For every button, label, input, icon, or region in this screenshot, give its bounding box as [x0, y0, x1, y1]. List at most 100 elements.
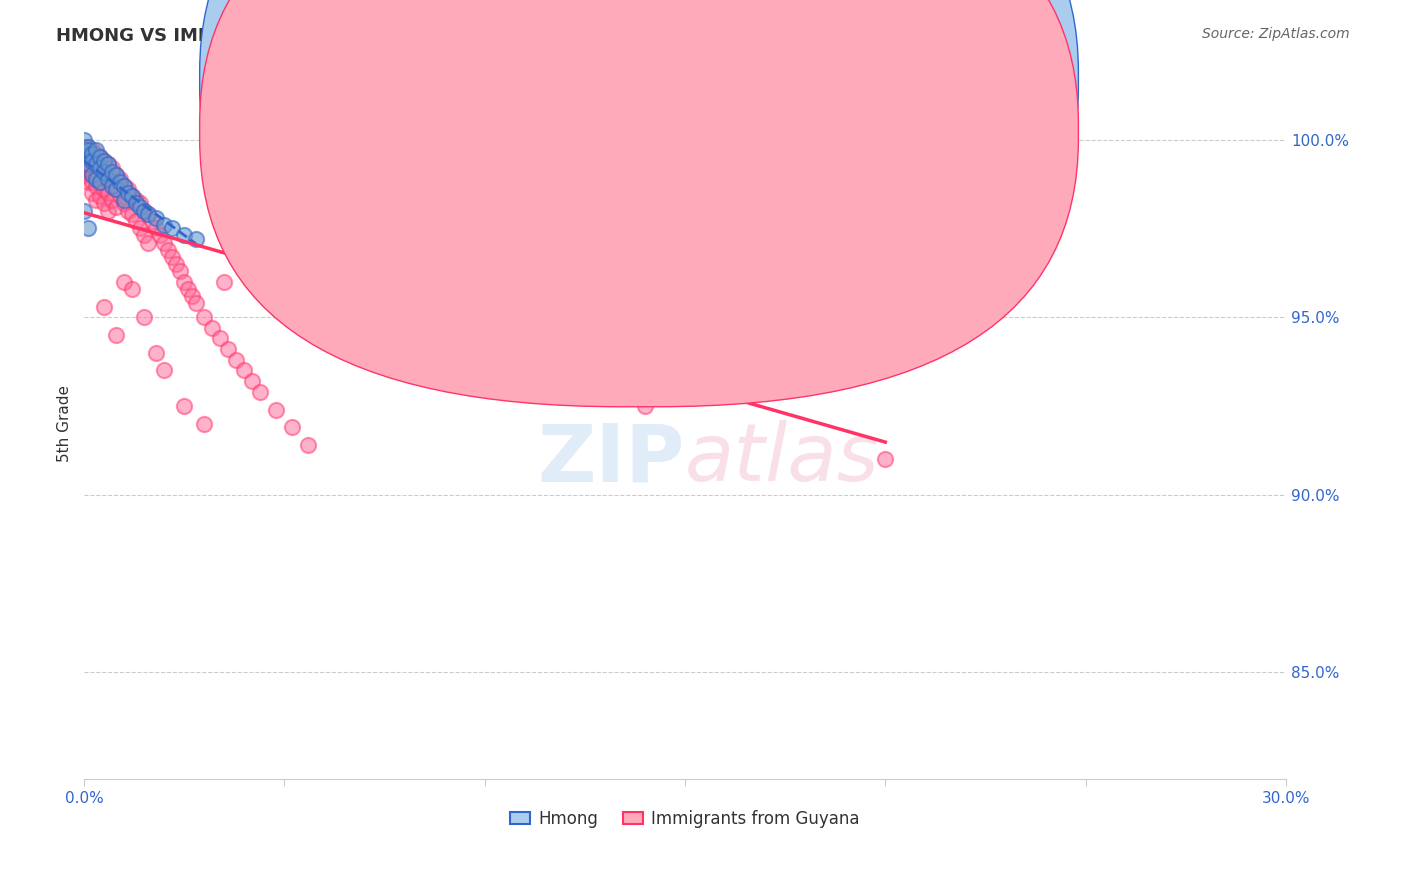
- Point: [89, 189, 111, 203]
- Point: [84, 168, 107, 182]
- Point: [240, 374, 263, 388]
- Point: [117, 203, 139, 218]
- Point: [97, 157, 120, 171]
- Point: [153, 235, 176, 250]
- Point: [105, 182, 128, 196]
- Point: [201, 321, 224, 335]
- Point: [173, 275, 195, 289]
- Point: [474, 363, 496, 377]
- Point: [84, 171, 107, 186]
- Point: [112, 196, 135, 211]
- Point: [160, 250, 183, 264]
- Point: [212, 275, 235, 289]
- Point: [141, 214, 163, 228]
- Point: [112, 275, 135, 289]
- Point: [233, 363, 256, 377]
- Point: [314, 203, 336, 218]
- Point: [173, 399, 195, 413]
- Point: [89, 150, 111, 164]
- Point: [112, 193, 135, 207]
- Point: [77, 139, 100, 153]
- Point: [160, 221, 183, 235]
- Text: N =: N =: [766, 123, 803, 141]
- Text: ZIP: ZIP: [537, 420, 685, 499]
- Point: [89, 175, 111, 189]
- Point: [145, 221, 167, 235]
- Point: [84, 143, 107, 157]
- Text: atlas: atlas: [685, 420, 880, 499]
- Point: [89, 150, 111, 164]
- Point: [433, 300, 456, 314]
- Point: [84, 193, 107, 207]
- Point: [433, 345, 456, 359]
- Point: [136, 207, 159, 221]
- Point: [186, 232, 208, 246]
- Point: [121, 207, 143, 221]
- Point: [353, 275, 375, 289]
- Point: [129, 196, 152, 211]
- Point: [129, 221, 152, 235]
- Point: [394, 293, 416, 307]
- Point: [714, 293, 737, 307]
- Point: [129, 200, 152, 214]
- Point: [108, 175, 131, 189]
- Point: [181, 289, 204, 303]
- Point: [73, 203, 96, 218]
- Point: [149, 228, 172, 243]
- Point: [97, 171, 120, 186]
- Point: [193, 310, 215, 325]
- Point: [77, 139, 100, 153]
- Point: [80, 186, 103, 200]
- Text: 38: 38: [827, 71, 849, 89]
- Point: [77, 143, 100, 157]
- Point: [136, 235, 159, 250]
- Point: [84, 157, 107, 171]
- Point: [73, 153, 96, 168]
- Point: [101, 178, 124, 193]
- Point: [101, 164, 124, 178]
- Point: [80, 146, 103, 161]
- Point: [333, 221, 356, 235]
- Point: [132, 228, 155, 243]
- Point: [145, 211, 167, 225]
- Point: [97, 186, 120, 200]
- Point: [225, 352, 247, 367]
- Point: [73, 139, 96, 153]
- Point: [97, 157, 120, 171]
- Point: [292, 239, 315, 253]
- Text: Source: ZipAtlas.com: Source: ZipAtlas.com: [1202, 27, 1350, 41]
- Point: [253, 257, 276, 271]
- Point: [117, 186, 139, 200]
- Point: [153, 363, 176, 377]
- Point: [169, 264, 191, 278]
- Point: [634, 399, 657, 413]
- Point: [121, 282, 143, 296]
- Point: [89, 175, 111, 189]
- Point: [266, 402, 288, 417]
- Point: [80, 168, 103, 182]
- Point: [132, 310, 155, 325]
- Point: [80, 153, 103, 168]
- Point: [673, 275, 696, 289]
- Point: [373, 257, 395, 271]
- Legend: Hmong, Immigrants from Guyana: Hmong, Immigrants from Guyana: [503, 803, 866, 835]
- Point: [513, 239, 536, 253]
- Point: [84, 157, 107, 171]
- Point: [101, 193, 124, 207]
- Point: [297, 438, 319, 452]
- Point: [77, 150, 100, 164]
- Point: [353, 239, 375, 253]
- Point: [73, 161, 96, 175]
- Point: [105, 182, 128, 196]
- Point: [117, 182, 139, 196]
- Point: [193, 417, 215, 431]
- Point: [157, 243, 180, 257]
- Point: [105, 327, 128, 342]
- Point: [177, 282, 200, 296]
- Point: [73, 150, 96, 164]
- Point: [77, 157, 100, 171]
- Point: [93, 182, 115, 196]
- Point: [554, 356, 576, 370]
- Point: [93, 300, 115, 314]
- Point: [93, 164, 115, 178]
